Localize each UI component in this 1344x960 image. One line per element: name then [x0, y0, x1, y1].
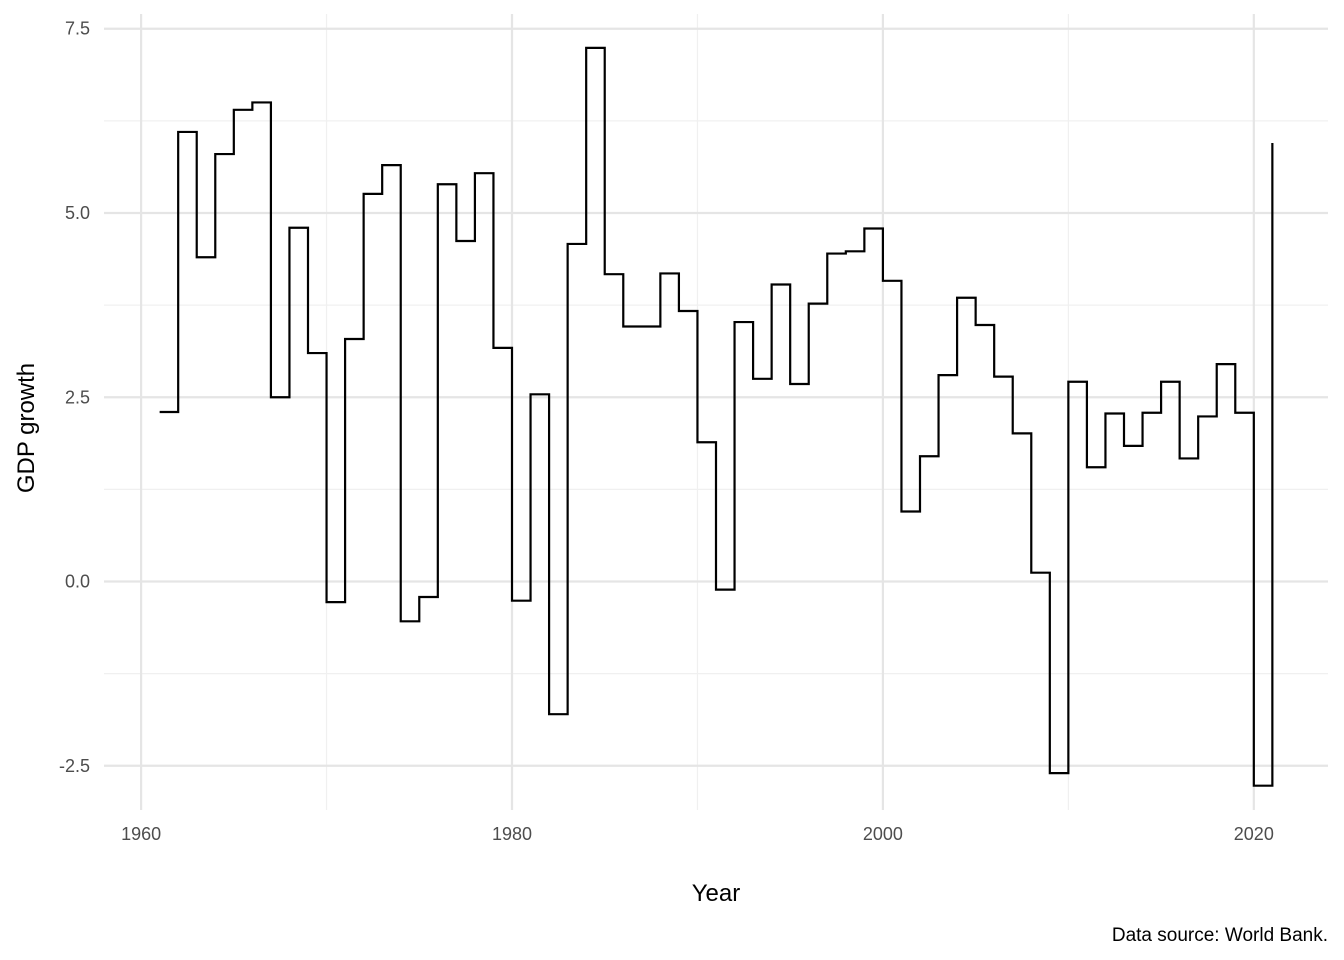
x-tick-label: 2020 — [1234, 824, 1274, 844]
y-tick-label: 0.0 — [65, 572, 90, 592]
y-tick-label: 7.5 — [65, 19, 90, 39]
x-axis-title: Year — [692, 880, 741, 907]
x-axis-tick-labels: 1960 1980 2000 2020 — [121, 824, 1274, 844]
gdp-growth-step-line — [159, 46, 1274, 787]
x-tick-label: 2000 — [863, 824, 903, 844]
x-tick-label: 1960 — [121, 824, 161, 844]
y-tick-label: 2.5 — [65, 387, 90, 407]
y-tick-label: 5.0 — [65, 203, 90, 223]
y-axis-tick-labels: -2.5 0.0 2.5 5.0 7.5 — [59, 19, 90, 776]
y-axis-title: GDP growth — [13, 363, 40, 493]
y-tick-label: -2.5 — [59, 756, 90, 776]
data-source-caption: Data source: World Bank. — [1112, 925, 1328, 946]
x-tick-label: 1980 — [492, 824, 532, 844]
series-group — [159, 46, 1274, 787]
